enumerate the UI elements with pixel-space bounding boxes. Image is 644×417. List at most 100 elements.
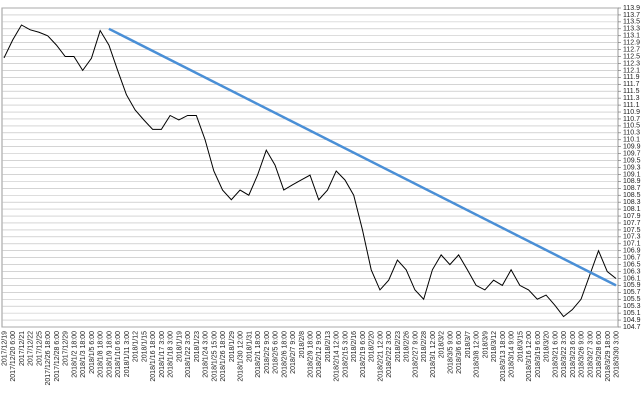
- x-tick-label: 2018/2/22 3:00: [386, 331, 393, 378]
- x-tick-label: 2018/1/2 18:00: [71, 331, 78, 378]
- y-tick-label: 110.3: [623, 130, 640, 137]
- y-tick-label: 112.3: [623, 60, 640, 67]
- x-tick-label: 2018/2/21 12:00: [377, 331, 384, 382]
- x-tick-label: 2018/3/15: [517, 331, 524, 362]
- x-tick-label: 2018/1/26 18:00: [220, 331, 227, 382]
- y-tick-label: 105.7: [623, 289, 641, 296]
- x-tick-label: 2018/2/20: [369, 331, 376, 362]
- y-tick-label: 113.7: [623, 12, 640, 19]
- y-tick-label: 104.9: [623, 317, 641, 324]
- x-tick-label: 2018/3/22 3:00: [561, 331, 568, 378]
- x-tick-label: 2017/12/19: [2, 331, 9, 366]
- x-tick-label: 2018/2/15 3:00: [342, 331, 349, 378]
- y-tick-label: 107.3: [623, 234, 641, 241]
- y-tick-label: 106.1: [623, 275, 641, 282]
- x-tick-label: 2017/12/25: [36, 331, 43, 366]
- x-tick-label: 2018/1/19: [176, 331, 183, 362]
- x-tick-label: 2018/3/12: [491, 331, 498, 362]
- y-tick-label: 112.7: [623, 46, 640, 53]
- x-tick-label: 2018/1/23: [194, 331, 201, 362]
- x-tick-label: 2018/2/28: [421, 331, 428, 362]
- y-tick-label: 113.1: [623, 33, 640, 40]
- x-tick-label: 2018/1/11 3:00: [124, 331, 131, 377]
- x-tick-label: 2018/1/9 18:00: [106, 331, 113, 378]
- y-tick-label: 108.9: [623, 178, 641, 185]
- x-tick-label: 2018/3/7: [465, 331, 472, 358]
- y-tick-label: 111.1: [623, 102, 640, 109]
- x-tick-label: 2018/3/23 6:00: [570, 331, 577, 378]
- y-tick-label: 106.3: [623, 268, 641, 275]
- y-tick-label: 108.3: [623, 199, 641, 206]
- x-tick-label: 2018/3/8 12:00: [474, 331, 481, 378]
- x-tick-label: 2018/2/6 18:00: [281, 331, 288, 378]
- x-tick-label: 2018/1/12: [133, 331, 140, 362]
- x-tick-label: 2018/1/29: [229, 331, 236, 362]
- x-tick-label: 2018/3/5 9:00: [447, 331, 454, 374]
- x-tick-label: 2018/1/5 6:00: [89, 331, 96, 374]
- x-tick-label: 2018/1/15: [141, 331, 148, 362]
- x-tick-label: 2018/2/5 6:00: [273, 331, 280, 374]
- x-tick-label: 2018/1/22 3:00: [185, 331, 192, 378]
- y-tick-label: 107.9: [623, 213, 641, 220]
- x-tick-label: 2017/12/22: [28, 331, 35, 366]
- x-tick-label: 2018/1/31: [246, 331, 253, 362]
- y-tick-label: 108.7: [623, 185, 641, 192]
- y-tick-label: 111.3: [623, 95, 640, 102]
- y-tick-label: 109.3: [623, 164, 641, 171]
- x-tick-label: 2018/3/19 6:00: [535, 331, 542, 378]
- y-tick-label: 106.7: [623, 254, 641, 261]
- x-tick-label: 2018/2/14 12:00: [334, 331, 341, 382]
- y-tick-label: 111.5: [623, 88, 640, 95]
- x-tick-label: 2018/1/25 15:00: [211, 331, 218, 382]
- x-tick-label: 2018/3/2: [439, 331, 446, 358]
- y-tick-label: 106.9: [623, 248, 641, 255]
- y-tick-label: 107.1: [623, 241, 641, 248]
- x-tick-label: 2018/3/29 18:00: [605, 331, 612, 382]
- y-tick-label: 106.5: [623, 261, 641, 268]
- x-tick-label: 2018/1/8 18:00: [98, 331, 105, 378]
- y-tick-label: 113.3: [623, 26, 640, 33]
- x-tick-label: 2018/3/16 12:00: [526, 331, 533, 382]
- x-tick-label: 2018/2/13: [325, 331, 332, 362]
- x-tick-label: 2018/1/3 18:00: [80, 331, 87, 378]
- trendline: [108, 27, 617, 287]
- x-tick-label: 2018/1/30 12:00: [238, 331, 245, 382]
- y-tick-label: 108.1: [623, 206, 641, 213]
- x-tick-label: 2018/1/24 3:00: [203, 331, 210, 378]
- y-tick-label: 110.9: [623, 109, 640, 116]
- y-tick-label: 113.9: [623, 5, 640, 12]
- y-tick-label: 109.7: [623, 150, 641, 157]
- y-tick-label: 112.9: [623, 40, 640, 47]
- x-tick-label: 2017/12/29: [63, 331, 70, 366]
- x-tick-label: 2018/2/23: [395, 331, 402, 362]
- x-tick-label: 2018/2/2 9:00: [264, 331, 271, 374]
- x-tick-label: 2018/2/1 18:00: [255, 331, 262, 378]
- x-tick-label: 2018/1/16 18:00: [150, 331, 157, 382]
- y-tick-label: 105.1: [623, 310, 641, 317]
- y-tick-label: 110.7: [623, 116, 640, 123]
- y-tick-label: 111.9: [623, 74, 640, 81]
- x-tick-label: 2018/3/9: [482, 331, 489, 358]
- x-tick-label: 2018/2/16: [351, 331, 358, 362]
- y-tick-label: 109.1: [623, 171, 641, 178]
- y-tick-label: 110.5: [623, 123, 640, 130]
- x-tick-label: 2018/3/13 18:00: [500, 331, 507, 382]
- y-tick-label: 111.7: [623, 81, 640, 88]
- y-tick-label: 107.5: [623, 227, 641, 234]
- y-tick-label: 107.7: [623, 220, 641, 227]
- x-tick-label: 2018/2/9 18:00: [308, 331, 315, 378]
- x-tick-label: 2018/2/26: [404, 331, 411, 362]
- y-tick-label: 112.1: [623, 67, 640, 74]
- price-line: [3, 24, 617, 318]
- x-tick-label: 2018/1/17 3:00: [159, 331, 166, 378]
- y-tick-label: 105.5: [623, 296, 641, 303]
- x-tick-label: 2018/3/26 9:00: [579, 331, 586, 378]
- x-tick-label: 2017/12/20 6:00: [10, 331, 17, 382]
- x-tick-label: 2018/3/27 3:00: [587, 331, 594, 378]
- y-tick-label: 113.5: [623, 19, 640, 26]
- x-tick-label: 2018/1/18 3:00: [168, 331, 175, 378]
- x-tick-label: 2017/12/21: [19, 331, 26, 366]
- x-tick-label: 2018/3/30 3:00: [614, 331, 621, 378]
- x-tick-label: 2018/1/10 6:00: [115, 331, 122, 378]
